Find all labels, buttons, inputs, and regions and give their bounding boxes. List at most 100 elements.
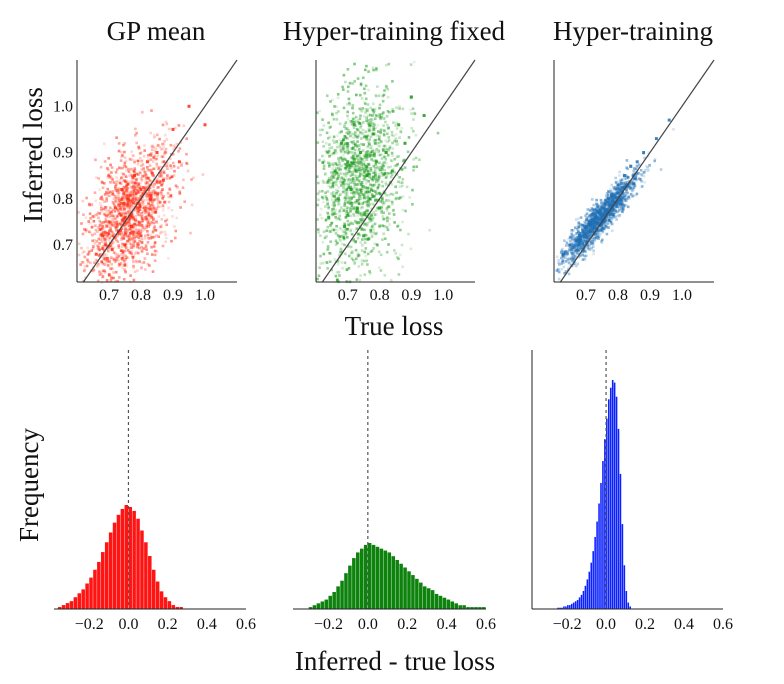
histogram-bar [151,569,156,609]
density-dot [563,239,566,242]
density-dot [356,236,360,240]
density-dot [352,161,356,165]
density-dot [574,242,578,246]
density-dot [128,202,132,205]
density-dot [585,241,588,244]
density-dot [161,204,165,207]
density-dot [100,195,103,199]
x-tick-label: 0.7 [99,287,119,304]
density-dot [365,165,369,169]
density-dot [380,171,384,175]
scatter-point [606,197,610,201]
density-dot [107,191,111,194]
density-dot [596,224,600,227]
density-dot [370,193,374,196]
density-dot [161,182,164,185]
density-dot [381,166,384,170]
density-dot [358,117,362,120]
density-dot [557,268,560,271]
density-dot [603,216,606,219]
density-dot [599,228,603,232]
density-dot [634,167,638,171]
density-dot [370,207,374,211]
density-dot [121,256,125,260]
density-dot [579,244,583,248]
density-dot [585,239,589,243]
density-dot [576,224,580,228]
density-dot [128,242,132,245]
density-dot [634,174,638,177]
density-dot [330,192,333,195]
density-dot [595,198,598,202]
density-dot [185,161,188,165]
density-dot [391,154,394,157]
scatter-point [123,243,127,247]
density-dot [399,130,402,133]
density-dot [588,245,591,248]
density-dot [136,209,139,212]
histogram-bar [569,605,571,609]
density-dot [584,240,587,243]
density-dot [604,213,607,217]
density-dot [139,224,143,228]
density-dot [577,230,580,233]
density-dot [364,247,368,250]
density-dot [377,266,381,269]
density-dot [353,133,357,137]
density-dot [377,177,380,181]
density-dot [363,91,367,95]
density-dot [349,221,353,224]
density-dot [616,196,619,200]
density-dot [635,164,639,167]
density-dot [571,242,575,245]
density-dot [629,188,633,191]
density-dot [367,150,370,153]
density-dot [100,247,104,251]
density-dot [368,202,372,206]
density-dot [348,103,352,106]
density-dot [359,93,362,97]
density-dot [130,204,133,208]
density-dot [148,205,151,209]
density-dot [618,201,622,205]
density-dot [123,232,127,236]
density-dot [617,190,621,193]
density-dot [90,225,94,229]
density-dot [355,278,359,281]
density-dot [387,172,390,175]
histogram-bar [324,599,329,609]
density-dot [642,174,646,178]
density-dot [347,196,350,200]
density-dot [318,158,321,162]
density-dot [126,169,130,173]
density-dot [99,207,103,210]
density-dot [376,166,380,170]
density-dot [128,251,132,255]
density-dot [171,153,175,156]
density-dot [608,205,611,208]
density-dot [392,121,395,124]
density-dot [139,205,142,208]
density-dot [143,268,147,271]
density-dot [116,225,119,229]
scatter-point [359,151,362,154]
density-dot [142,212,146,215]
density-dot [347,164,350,168]
density-dot [344,191,347,194]
density-dot [333,195,337,198]
density-dot [141,226,145,229]
density-dot [342,106,346,110]
density-dot [183,200,186,203]
density-dot [130,211,134,215]
density-dot [574,226,577,229]
density-dot [103,213,107,217]
density-dot [163,140,166,143]
density-dot [129,193,132,197]
density-dot [386,219,389,223]
density-dot [382,217,386,221]
density-dot [361,165,365,168]
density-dot [327,179,331,182]
density-dot [321,140,325,143]
density-dot [577,243,581,246]
density-dot [331,98,334,102]
